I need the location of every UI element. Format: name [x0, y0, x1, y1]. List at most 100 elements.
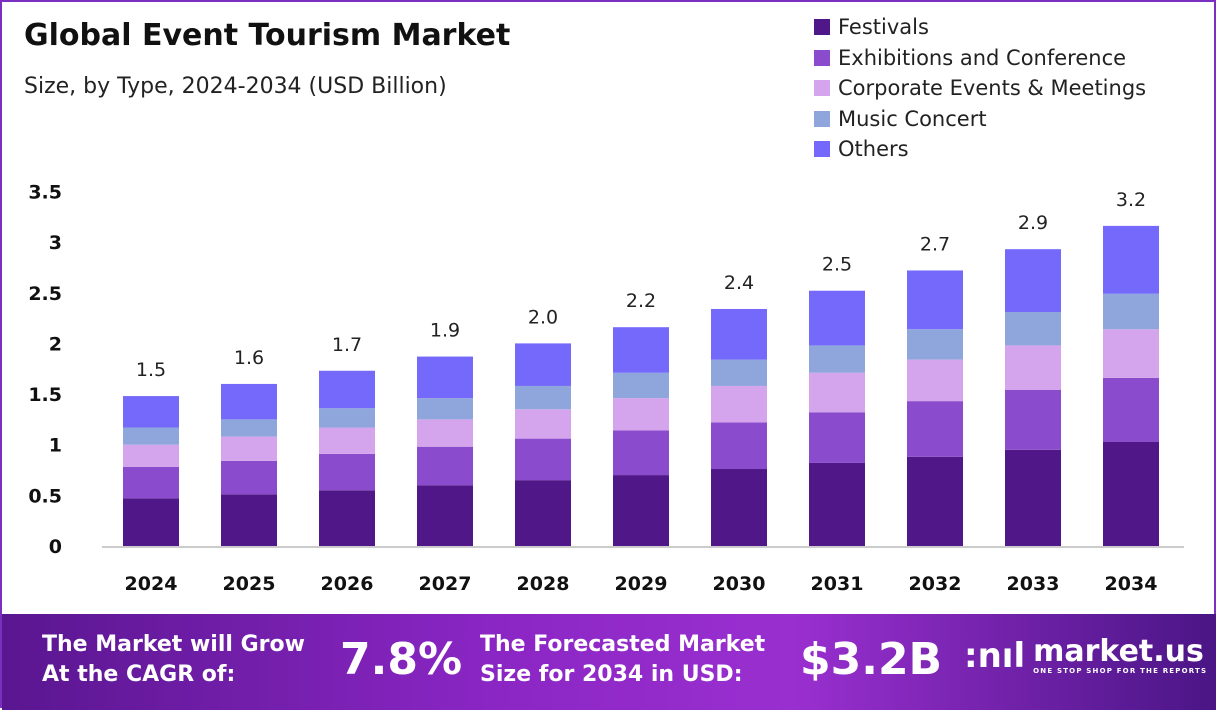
forecast-value: $3.2B [800, 634, 943, 685]
chart-title: Global Event Tourism Market [24, 18, 511, 53]
legend-item: Corporate Events & Meetings [814, 73, 1146, 104]
forecast-label: The Forecasted Market Size for 2034 in US… [480, 630, 765, 690]
chart-subtitle: Size, by Type, 2024-2034 (USD Billion) [24, 74, 447, 99]
logo-icon: :nıl [964, 636, 1026, 676]
bar-segment-others [809, 290, 865, 346]
bar-segment-music-concert [319, 408, 375, 428]
legend-swatch [814, 80, 830, 97]
bar-segment-exhibitions-and-conference [711, 422, 767, 470]
legend-label: Others [838, 137, 909, 162]
footer-banner: The Market will Grow At the CAGR of: 7.8%… [2, 614, 1216, 710]
y-tick-label: 0.5 [28, 485, 62, 507]
bar-segment-others [711, 308, 767, 360]
bar-segment-exhibitions-and-conference [515, 438, 571, 481]
x-tick-label: 2024 [125, 573, 178, 595]
x-tick-label: 2026 [321, 573, 374, 595]
bar-segment-exhibitions-and-conference [319, 453, 375, 491]
bar-segment-exhibitions-and-conference [123, 466, 179, 499]
bar-segment-corporate-events-meetings [123, 444, 179, 467]
bar-segment-music-concert [711, 359, 767, 386]
bar-segment-festivals [417, 485, 473, 546]
bar-segment-music-concert [613, 372, 669, 399]
total-label: 1.9 [430, 320, 460, 342]
legend-swatch [814, 49, 830, 66]
bar-segment-exhibitions-and-conference [1103, 377, 1159, 442]
cagr-value: 7.8% [340, 634, 463, 685]
bar-segment-others [907, 270, 963, 330]
bar-segment-others [613, 327, 669, 373]
bar-segment-festivals [711, 469, 767, 546]
y-tick-label: 2 [49, 333, 62, 355]
legend-label: Music Concert [838, 106, 987, 131]
x-tick-label: 2028 [517, 573, 570, 595]
bar-segment-corporate-events-meetings [417, 419, 473, 447]
bar-segment-music-concert [221, 419, 277, 437]
legend-label: Corporate Events & Meetings [838, 76, 1147, 101]
legend: Festivals Exhibitions and Conference Corpo… [814, 12, 1146, 165]
forecast-label-line1: The Forecasted Market [480, 632, 766, 657]
x-tick-label: 2031 [811, 573, 864, 595]
x-tick-label: 2034 [1105, 573, 1158, 595]
y-tick-label: 3 [49, 232, 62, 254]
x-tick-label: 2032 [909, 573, 962, 595]
bar-segment-exhibitions-and-conference [417, 446, 473, 486]
x-tick-label: 2033 [1007, 573, 1060, 595]
cagr-label: The Market will Grow At the CAGR of: [42, 630, 305, 690]
total-label: 3.2 [1116, 189, 1146, 211]
bar-segment-others [417, 356, 473, 399]
bar-segment-corporate-events-meetings [809, 372, 865, 413]
legend-swatch [814, 110, 830, 127]
bar-segment-others [319, 370, 375, 409]
total-label: 2.2 [626, 290, 656, 312]
bar-segment-corporate-events-meetings [613, 398, 669, 431]
legend-item: Festivals [814, 12, 1146, 43]
bar-segment-music-concert [515, 385, 571, 410]
total-label: 2.5 [822, 254, 852, 276]
total-label: 2.9 [1018, 212, 1048, 234]
bar-segment-exhibitions-and-conference [1005, 389, 1061, 450]
total-label: 1.7 [332, 334, 362, 356]
bar-segment-festivals [1005, 449, 1061, 546]
total-label: 2.7 [920, 233, 950, 255]
bar-segment-exhibitions-and-conference [907, 401, 963, 457]
x-tick-label: 2029 [615, 573, 668, 595]
bar-segment-corporate-events-meetings [907, 359, 963, 402]
bar-segment-festivals [907, 456, 963, 546]
bar-segment-others [221, 383, 277, 420]
bar-segment-music-concert [1005, 311, 1061, 346]
bar-segment-corporate-events-meetings [1103, 329, 1159, 378]
bar-segment-music-concert [417, 398, 473, 420]
bar-segment-festivals [319, 490, 375, 546]
bar-segment-corporate-events-meetings [221, 436, 277, 461]
bar-chart: 0 0.5 1 1.5 2 2.5 3 3.5 1.5 2024 1.6 2025 1.7 2026 1.9… [28, 181, 1184, 595]
bar-segment-corporate-events-meetings [1005, 345, 1061, 390]
bar-segment-corporate-events-meetings [711, 385, 767, 423]
total-label: 2.4 [724, 272, 754, 294]
bar-segment-festivals [1103, 441, 1159, 546]
bar-segment-music-concert [1103, 293, 1159, 330]
legend-item: Others [814, 134, 1146, 165]
logo-tagline: ONE STOP SHOP FOR THE REPORTS [1033, 667, 1208, 675]
cagr-label-line1: The Market will Grow [42, 632, 305, 657]
bar-segment-festivals [515, 480, 571, 546]
bar-segment-festivals [613, 475, 669, 546]
y-tick-label: 1.5 [28, 384, 62, 406]
bar-segment-others [123, 396, 179, 428]
bar-segment-festivals [123, 498, 179, 546]
total-label: 1.6 [234, 347, 264, 369]
legend-swatch [814, 19, 830, 36]
x-tick-label: 2025 [223, 573, 276, 595]
legend-item: Exhibitions and Conference [814, 43, 1146, 74]
y-tick-label: 0 [49, 536, 62, 558]
bar-segment-festivals [809, 462, 865, 546]
cagr-label-line2: At the CAGR of: [42, 662, 236, 687]
total-label: 1.5 [136, 359, 166, 381]
bar-segment-music-concert [907, 329, 963, 360]
market-us-logo: :nıl market.us ONE STOP SHOP FOR THE REPO… [964, 636, 1207, 676]
bar-segment-festivals [221, 494, 277, 546]
bar-segment-corporate-events-meetings [515, 409, 571, 439]
bar-segment-exhibitions-and-conference [221, 460, 277, 495]
bar-segment-music-concert [123, 427, 179, 445]
total-label: 2.0 [528, 306, 558, 328]
y-tick-label: 3.5 [28, 181, 62, 203]
